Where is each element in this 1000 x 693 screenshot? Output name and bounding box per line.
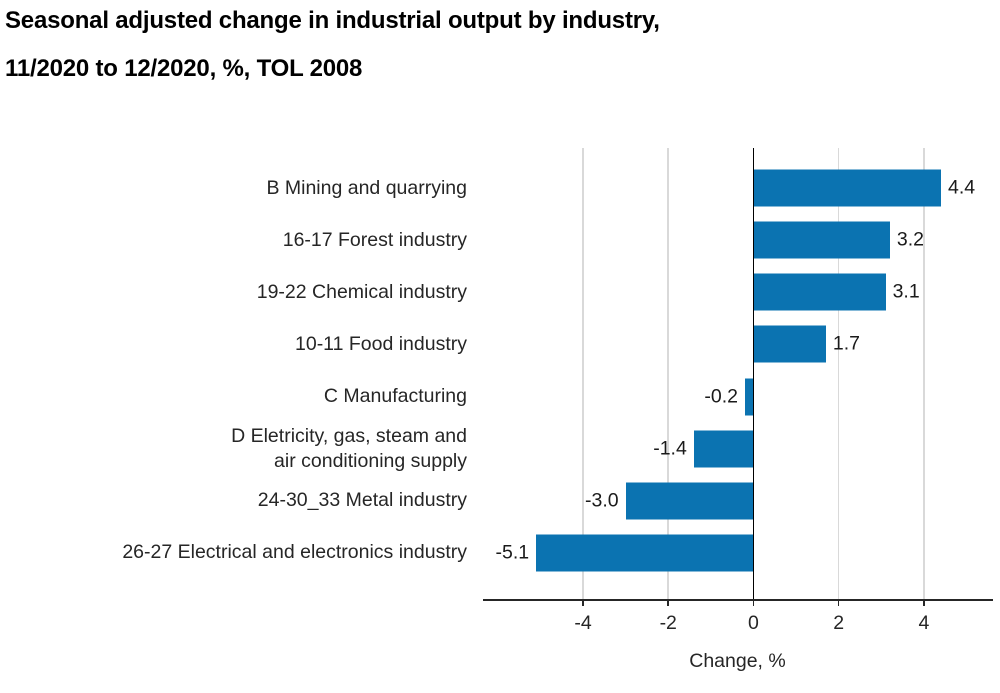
category-label: 19-22 Chemical industry (256, 280, 467, 303)
bar (693, 430, 754, 468)
x-axis-tick (582, 601, 584, 606)
chart-title: Seasonal adjusted change in industrial o… (5, 6, 660, 83)
value-label: -3.0 (585, 489, 619, 512)
category-label: 24-30_33 Metal industry (257, 489, 467, 512)
value-label: -1.4 (653, 437, 687, 460)
bar-row: -3.0 (485, 475, 990, 527)
x-axis-tick (752, 601, 755, 606)
value-label: 3.2 (896, 228, 924, 251)
x-tick-label: 2 (833, 612, 845, 634)
plot-area: -4 -2 0 2 4 4.4 3.2 3.1 1.7 -0.2 -1.4 -3.0 -5.1 (483, 148, 993, 634)
gridline (837, 148, 840, 599)
chart-title-line-2: 11/2020 to 12/2020, %, TOL 2008 (5, 55, 363, 82)
bar (744, 378, 754, 416)
category-label: B Mining and quarrying (266, 176, 467, 199)
value-label: 3.1 (892, 280, 920, 303)
bar-row: 3.2 (485, 214, 990, 266)
value-label: -0.2 (704, 385, 738, 408)
bar (753, 169, 941, 207)
x-axis-title: Change, % (689, 650, 786, 672)
bar (753, 273, 886, 311)
x-tick-label: 0 (748, 612, 759, 634)
bar (753, 325, 826, 363)
x-axis-line (483, 599, 993, 601)
value-label: -5.1 (495, 541, 530, 564)
value-label: 4.4 (947, 176, 976, 199)
x-tick-label: 4 (918, 612, 930, 634)
chart-title-line-1: Seasonal adjusted change in industrial o… (5, 7, 660, 34)
gridline (923, 148, 925, 599)
x-axis-tick (923, 601, 925, 606)
gridline (667, 148, 669, 599)
bar (536, 534, 754, 572)
category-label: D Eletricity, gas, steam and air conditi… (231, 424, 467, 472)
zero-axis-line (752, 148, 755, 599)
bar-row: 4.4 (485, 162, 990, 214)
bar-row: 3.1 (485, 266, 990, 318)
category-label: 16-17 Forest industry (282, 228, 467, 251)
x-tick-label: -4 (574, 612, 592, 634)
value-label: 1.7 (832, 332, 861, 355)
x-tick-label: -2 (659, 612, 677, 634)
bar-row: -0.2 (485, 371, 990, 423)
bar-row: -5.1 (485, 527, 990, 579)
category-label: C Manufacturing (323, 385, 467, 408)
gridline (582, 148, 584, 599)
bar-row: -1.4 (485, 423, 990, 475)
bar-rows: 4.4 3.2 3.1 1.7 -0.2 -1.4 -3.0 -5.1 (485, 148, 990, 599)
bar (753, 221, 890, 259)
x-axis-tick (667, 601, 669, 606)
category-label: 26-27 Electrical and electronics industr… (122, 541, 467, 564)
bar-row: 1.7 (485, 318, 990, 370)
category-axis-labels: B Mining and quarrying 16-17 Forest indus… (0, 148, 467, 599)
bar (625, 482, 754, 520)
x-axis-tick (837, 601, 840, 606)
category-label: 10-11 Food industry (295, 332, 467, 355)
